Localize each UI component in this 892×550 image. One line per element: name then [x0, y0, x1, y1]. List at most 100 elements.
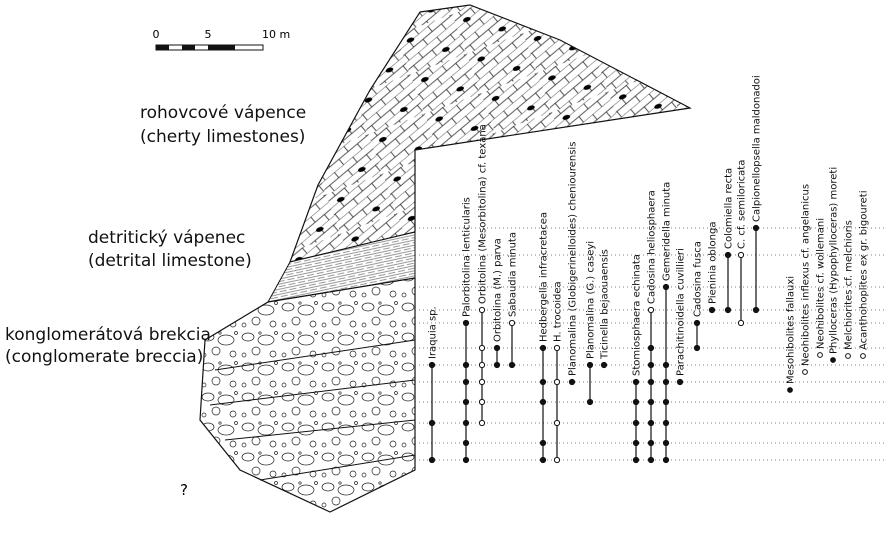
occurrence-marker: [554, 457, 559, 462]
occurrence-marker: [663, 457, 668, 462]
occurrence-marker: [861, 354, 866, 359]
scale-bar: 0 5 10 m: [153, 28, 291, 50]
scale-label: 0: [153, 28, 160, 41]
scale-label: 10 m: [262, 28, 290, 41]
occurrence-marker: [463, 457, 468, 462]
lithology-name: konglomerátová brekcia: [5, 325, 211, 345]
occurrence-marker: [633, 399, 638, 404]
occurrence-marker: [846, 354, 851, 359]
occurrence-marker: [494, 345, 499, 350]
occurrence-marker: [601, 362, 606, 367]
occurrence-marker: [648, 440, 653, 445]
occurrence-marker: [540, 379, 545, 384]
occurrence-marker: [803, 370, 808, 375]
taxon-name: Palorbitolina lenticularis: [462, 197, 473, 317]
occurrence-marker: [818, 353, 823, 358]
occurrence-marker: [633, 420, 638, 425]
occurrence-marker: [479, 379, 484, 384]
taxon-name: Iraquia sp.: [428, 306, 439, 359]
occurrence-marker: [831, 358, 836, 363]
occurrence-marker: [463, 399, 468, 404]
occurrence-marker: [725, 252, 730, 257]
occurrence-marker: [725, 307, 730, 312]
occurrence-marker: [648, 399, 653, 404]
lithology-translation: (conglomerate breccia): [5, 347, 203, 367]
occurrence-marker: [648, 420, 653, 425]
occurrence-marker: [788, 388, 793, 393]
taxon-name: Melchiorites cf. melchioris: [844, 220, 855, 350]
taxon-name: C. cf. semiloricata: [737, 160, 748, 249]
occurrence-marker: [463, 379, 468, 384]
occurrence-marker: [648, 345, 653, 350]
taxon-name: Colomiella recta: [724, 168, 735, 249]
occurrence-marker: [633, 379, 638, 384]
taxon-name: Phylloceras (Hypophylloceras) moreti: [829, 167, 840, 354]
lithology-name: detritický vápenec: [88, 228, 245, 248]
rock-column: [200, 5, 690, 512]
occurrence-marker: [663, 362, 668, 367]
taxon-name: H. trocoidea: [553, 281, 564, 342]
question-mark: ?: [180, 481, 188, 499]
occurrence-marker: [753, 225, 758, 230]
occurrence-marker: [587, 362, 592, 367]
occurrence-marker: [509, 320, 514, 325]
occurrence-marker: [694, 345, 699, 350]
taxon-name: Orbitolina (Mesorbitolina) cf. texana: [478, 124, 489, 304]
lithology-translation: (detrital limestone): [88, 251, 252, 271]
occurrence-marker: [494, 362, 499, 367]
occurrence-marker: [694, 320, 699, 325]
occurrence-marker: [648, 307, 653, 312]
occurrence-marker: [569, 379, 574, 384]
occurrence-marker: [753, 307, 758, 312]
occurrence-marker: [663, 420, 668, 425]
taxon-name: Parachitinoidella cuvillieri: [676, 248, 687, 376]
lithology-name: rohovcové vápence: [140, 103, 306, 123]
taxon-name: Cadosina heliosphaera: [647, 190, 658, 304]
occurrence-marker: [648, 362, 653, 367]
taxon-name: Hedbergella infracretacea: [539, 212, 550, 342]
occurrence-marker: [540, 345, 545, 350]
taxon-name: Ticinella bejaouaensis: [600, 249, 611, 360]
occurrence-marker: [633, 457, 638, 462]
taxon-name: Pieninia oblonga: [708, 222, 719, 304]
occurrence-marker: [663, 284, 668, 289]
occurrence-marker: [540, 440, 545, 445]
occurrence-marker: [509, 362, 514, 367]
occurrence-marker: [648, 379, 653, 384]
occurrence-marker: [429, 362, 434, 367]
occurrence-marker: [554, 379, 559, 384]
taxon-name: Planomalina (Globigerinelloides) cheniou…: [568, 142, 579, 376]
occurrence-marker: [738, 252, 743, 257]
occurrence-marker: [648, 457, 653, 462]
taxon-name: Mesohibolites fallauxi: [786, 276, 797, 384]
taxon-name: Stomiosphaera echinata: [632, 254, 643, 376]
occurrence-marker: [463, 440, 468, 445]
occurrence-marker: [554, 420, 559, 425]
taxon-name: Neohibolites cf. wollemani: [816, 218, 827, 349]
occurrence-marker: [463, 320, 468, 325]
taxon-name: Cadosina fusca: [693, 241, 704, 317]
occurrence-marker: [479, 362, 484, 367]
occurrence-marker: [479, 420, 484, 425]
occurrence-marker: [738, 320, 743, 325]
occurrence-marker: [479, 399, 484, 404]
taxon-name: Calpionellopsella maldonadoi: [752, 75, 763, 222]
occurrence-marker: [463, 420, 468, 425]
occurrence-marker: [479, 307, 484, 312]
taxon-name: Sabaudia minuta: [508, 232, 519, 317]
taxon-name: Planomalina (G.) caseyi: [586, 241, 597, 359]
occurrence-marker: [540, 457, 545, 462]
section-figure: 0 5 10 m rohovcové vápence (cherty limes…: [0, 0, 892, 550]
occurrence-marker: [587, 399, 592, 404]
occurrence-marker: [429, 457, 434, 462]
occurrence-marker: [463, 362, 468, 367]
taxon-name: Gemeridella minuta: [662, 182, 673, 281]
taxon-name: Orbitolina (M.) parva: [493, 238, 504, 342]
occurrence-marker: [663, 440, 668, 445]
occurrence-marker: [633, 440, 638, 445]
occurrence-marker: [709, 307, 714, 312]
lithology-translation: (cherty limestones): [140, 127, 305, 147]
occurrence-marker: [663, 399, 668, 404]
taxon-name: Acanthohoplites ex gr. bigoureti: [859, 191, 870, 350]
occurrence-marker: [429, 420, 434, 425]
